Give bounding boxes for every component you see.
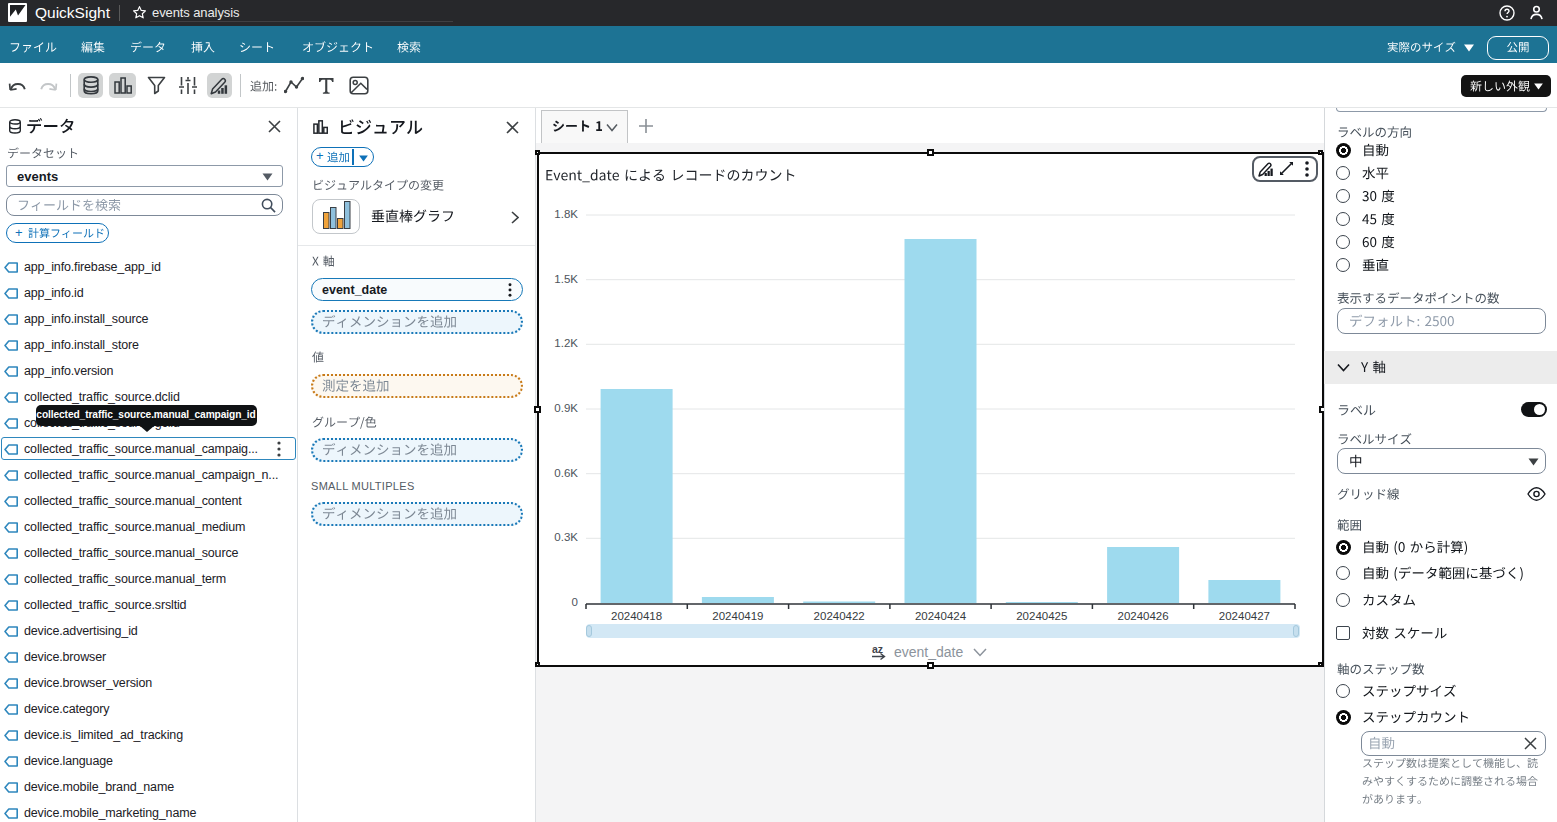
svg-text:az: az (872, 643, 883, 655)
